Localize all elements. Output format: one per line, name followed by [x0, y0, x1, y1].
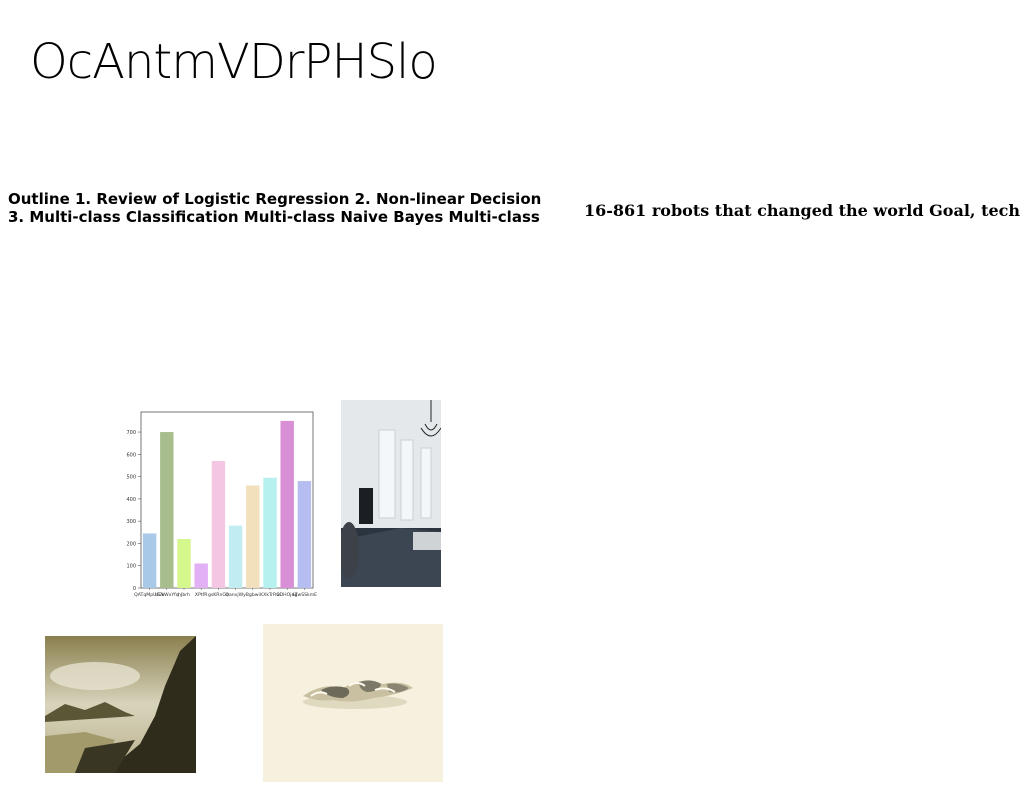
chart-xtick-label: gsKRnGa: [208, 592, 229, 598]
chart-bar: [246, 485, 260, 588]
chart-ytick-label: 600: [126, 452, 136, 458]
chart-xtick-label: QATqMpUGAr: [134, 592, 165, 598]
chart-bar: [194, 563, 208, 588]
outline-line-2: 3. Multi-class Classification Multi-clas…: [8, 208, 540, 226]
chart-bar: [211, 461, 226, 588]
room-chair: [341, 522, 359, 578]
side-text: 16-861 robots that changed the world Goa…: [584, 201, 1021, 220]
chart-bar: [263, 477, 277, 588]
room-tv: [359, 488, 373, 524]
chart-ytick-label: 300: [126, 519, 136, 525]
mountain-cloud: [50, 662, 140, 690]
chart-xtick-label: xDHOjdZ: [277, 592, 298, 598]
mountain-shore: [75, 740, 135, 773]
chart-ytick-label: 100: [126, 564, 136, 570]
chart-ytick-label: 200: [126, 541, 136, 547]
mountain-cliff: [105, 636, 196, 773]
chart-bar: [280, 420, 294, 588]
room-window-right: [400, 439, 414, 521]
bar-chart: 0 100 200 300 400 500 600 700 QATqMpUGArUCkWxYfq…: [126, 411, 317, 598]
room-chandelier: [420, 400, 441, 437]
outline-line-1: Outline 1. Review of Logistic Regression…: [8, 190, 542, 208]
chart-xtick-label: KXkTrRO: [260, 592, 280, 598]
room-window-far: [420, 447, 432, 519]
chart-bar: [160, 432, 174, 588]
paper-clip-pile: [303, 680, 413, 709]
chart-bar: [142, 533, 157, 588]
chart-ytick-label: 500: [126, 475, 136, 481]
chart-xtick-label: hJbrh: [178, 592, 190, 598]
chart-bar: [177, 538, 191, 588]
chart-xtick-label: QanvjWy: [225, 592, 246, 598]
room-window-left: [378, 429, 396, 519]
chart-xtick-label: agwSSkmE: [292, 592, 317, 598]
slide-title: OcAntmVDrPHSlo: [30, 34, 438, 90]
chart-ytick-label: 0: [133, 586, 136, 592]
mountain-distant-hills: [45, 702, 135, 722]
chart-axes-frame: [140, 411, 314, 589]
chart-xtick-label: Bgbwi: [246, 592, 260, 598]
chart-ytick-label: 400: [126, 497, 136, 503]
room-photo: [341, 400, 441, 587]
chart-bar: [228, 525, 243, 588]
chart-xtick-label: XPtfR: [195, 592, 208, 598]
chart-bar: [297, 481, 312, 588]
chart-xtick-label: UCkWxYfq: [155, 592, 179, 598]
paper-clips-photo: [263, 624, 443, 782]
room-sofa: [413, 532, 441, 550]
outline-text: Outline 1. Review of Logistic Regression…: [8, 190, 568, 226]
chart-ytick-label: 700: [126, 430, 136, 436]
mountain-photo: [45, 636, 196, 773]
